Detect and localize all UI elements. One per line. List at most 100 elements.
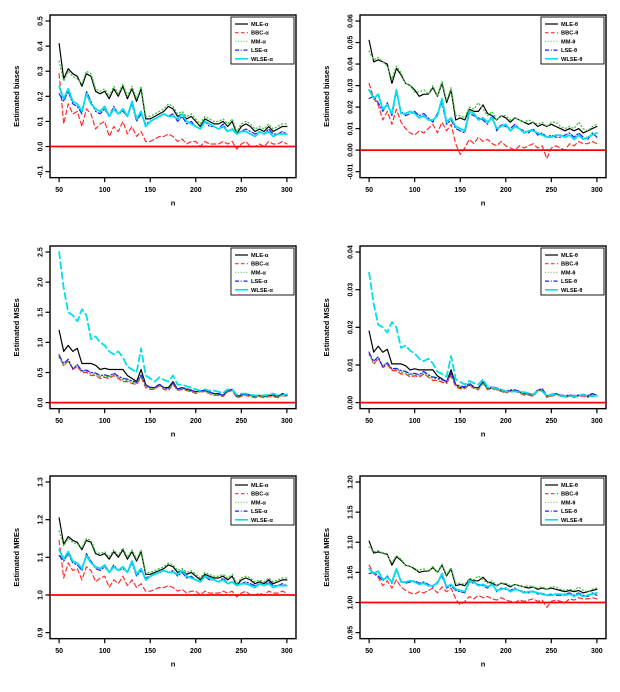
legend-label: BBC-θ <box>561 492 578 498</box>
legend-label: MM-θ <box>561 39 575 45</box>
legend-label: MLE-θ <box>561 22 578 28</box>
y-tick-label: 1.5 <box>37 307 44 317</box>
y-tick-label: 2.5 <box>37 247 44 257</box>
y-tick-label: 0.03 <box>347 79 354 93</box>
legend-label: LSE-α <box>251 279 268 285</box>
x-tick-label: 50 <box>365 418 373 425</box>
legend-box <box>230 477 295 526</box>
x-tick-label: 200 <box>500 418 512 425</box>
chart-mse-theta: 50 100 150 200 250 300 0.00 0.01 0.02 0.03 0.04 Est… <box>322 245 607 438</box>
x-tick-label: 200 <box>500 187 512 194</box>
y-tick-label: 0.02 <box>347 320 354 334</box>
series-mm <box>58 530 288 585</box>
y-tick-label: 1.1 <box>37 553 44 563</box>
legend-label: WLSE-θ <box>561 518 582 524</box>
x-axis-title: n <box>171 660 176 669</box>
series-group <box>58 517 288 598</box>
x-tick-label: 100 <box>409 648 421 655</box>
series-wlse <box>368 271 598 397</box>
x-tick-label: 100 <box>99 648 111 655</box>
legend-label: BBC-θ <box>561 31 578 37</box>
series-mm <box>58 60 288 133</box>
legend-label: LSE-θ <box>561 48 577 54</box>
series-mle <box>58 329 288 397</box>
legend-label: WLSE-θ <box>561 287 582 293</box>
series-lse <box>368 569 598 598</box>
x-tick-label: 100 <box>409 418 421 425</box>
subplot-mse-theta: 50 100 150 200 250 300 0.00 0.01 0.02 0.03 0.04 Est… <box>310 231 620 462</box>
y-tick-label: 0.01 <box>347 122 354 136</box>
y-tick-label: 0.05 <box>347 36 354 50</box>
x-axis-title: n <box>481 660 486 669</box>
series-wlse <box>368 568 598 598</box>
x-tick-label: 250 <box>236 187 248 194</box>
x-tick-label: 300 <box>281 648 293 655</box>
series-mm <box>368 353 598 398</box>
legend-box <box>540 247 605 296</box>
y-tick-label: 0.06 <box>347 14 354 28</box>
series-wlse <box>368 88 598 141</box>
legend-label: MM-α <box>251 501 266 507</box>
series-bbc <box>368 350 598 398</box>
x-tick-label: 50 <box>365 648 373 655</box>
y-tick-label: 1.05 <box>347 566 354 580</box>
y-axis-title: Estimated biases <box>12 66 21 127</box>
legend-label: BBC-α <box>251 31 269 37</box>
y-tick-label: 0.03 <box>347 282 354 296</box>
series-group <box>368 271 598 398</box>
series-wlse <box>58 250 288 396</box>
y-tick-label: 0.3 <box>37 66 44 76</box>
y-tick-label: 0.9 <box>37 628 44 638</box>
series-bbc <box>58 73 288 150</box>
x-axis-title: n <box>481 429 486 438</box>
x-tick-label: 300 <box>591 648 603 655</box>
series-lse <box>58 553 288 587</box>
plot-box <box>359 14 607 179</box>
x-tick-label: 50 <box>55 418 63 425</box>
chart-bias-theta: 50 100 150 200 250 300 -0.01 0.00 0.01 0.02 0.03 0.… <box>322 14 607 208</box>
series-wlse <box>58 549 288 589</box>
x-tick-label: 250 <box>546 187 558 194</box>
legend-box <box>540 16 605 65</box>
y-tick-label: 0.02 <box>347 100 354 114</box>
series-mle <box>58 42 288 135</box>
x-tick-label: 150 <box>454 187 466 194</box>
series-wlse <box>58 85 288 138</box>
series-lse <box>58 354 288 397</box>
y-tick-label: 0.0 <box>37 142 44 152</box>
chart-mre-alpha: 50 100 150 200 250 300 0.9 1.0 1.1 1.2 1.3 Estimate… <box>12 475 297 669</box>
y-axis-title: Estimated MSEs <box>12 298 21 356</box>
y-tick-label: 0.4 <box>37 41 44 51</box>
legend-label: MM-θ <box>561 270 575 276</box>
series-mm <box>58 356 288 398</box>
x-tick-label: 50 <box>55 648 63 655</box>
x-tick-label: 150 <box>144 187 156 194</box>
y-tick-label: 1.2 <box>37 515 44 525</box>
y-tick-label: 0.1 <box>37 116 44 126</box>
legend-label: MM-α <box>251 270 266 276</box>
y-axis-title: Estimated MREs <box>322 528 331 587</box>
legend-label: MLE-α <box>251 253 269 259</box>
series-lse <box>368 91 598 140</box>
subplot-bias-alpha: 50 100 150 200 250 300 -0.1 0.0 0.1 0.2 0.3 0.4 0.5 E… <box>0 0 310 231</box>
series-group <box>368 39 598 160</box>
x-axis-title: n <box>481 199 486 208</box>
x-tick-label: 150 <box>144 418 156 425</box>
x-tick-label: 200 <box>190 648 202 655</box>
y-tick-label: 0.2 <box>37 91 44 101</box>
plot-box <box>359 475 607 640</box>
legend-label: BBC-θ <box>561 261 578 267</box>
series-group <box>58 42 288 150</box>
series-mle <box>58 517 288 587</box>
series-bbc <box>368 82 598 160</box>
y-axis-title: Estimated MREs <box>12 528 21 587</box>
y-tick-label: 0.0 <box>37 397 44 407</box>
series-group <box>368 540 598 609</box>
y-tick-label: 1.10 <box>347 536 354 550</box>
legend-label: WLSE-α <box>251 57 273 63</box>
y-tick-label: 0.5 <box>37 16 44 26</box>
x-tick-label: 250 <box>236 648 248 655</box>
y-tick-label: 1.15 <box>347 506 354 520</box>
y-tick-label: 1.0 <box>37 337 44 347</box>
legend-box <box>230 247 295 296</box>
